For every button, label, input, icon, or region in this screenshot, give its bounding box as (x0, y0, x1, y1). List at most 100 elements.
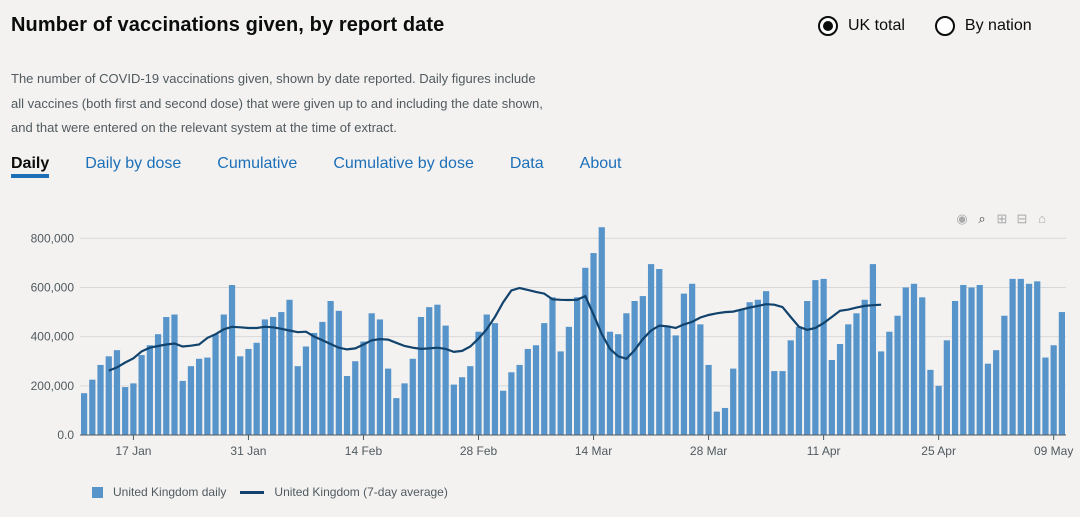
daily-bar[interactable] (385, 368, 392, 435)
legend-item-daily[interactable]: United Kingdom daily (92, 485, 226, 499)
daily-bar[interactable] (754, 299, 761, 435)
daily-bar[interactable] (549, 297, 556, 435)
daily-bar[interactable] (122, 387, 129, 435)
camera-icon[interactable]: ◉ (956, 211, 968, 226)
daily-bar[interactable] (935, 385, 942, 435)
daily-bar[interactable] (993, 350, 1000, 435)
daily-bar[interactable] (894, 315, 901, 435)
daily-bar[interactable] (845, 324, 852, 435)
daily-bar[interactable] (278, 312, 285, 435)
daily-bar[interactable] (787, 340, 794, 435)
daily-bar[interactable] (590, 253, 597, 435)
daily-bar[interactable] (951, 300, 959, 435)
daily-bar[interactable] (269, 316, 277, 435)
daily-bar[interactable] (294, 366, 301, 435)
daily-bar[interactable] (130, 383, 137, 435)
daily-bar[interactable] (878, 351, 885, 435)
radio-uk-total[interactable]: UK total (818, 16, 905, 36)
tab-data[interactable]: Data (509, 155, 544, 172)
daily-bar[interactable] (943, 340, 950, 435)
daily-bar[interactable] (672, 335, 679, 435)
daily-bar[interactable] (187, 366, 195, 435)
home-icon[interactable]: ⌂ (1038, 211, 1046, 226)
daily-bar[interactable] (664, 326, 671, 435)
radio-unchecked-icon[interactable] (934, 16, 955, 36)
daily-bar[interactable] (146, 345, 153, 435)
daily-bar[interactable] (976, 285, 983, 435)
daily-bar[interactable] (656, 269, 663, 435)
daily-bar[interactable] (245, 348, 252, 435)
daily-bar[interactable] (582, 267, 589, 435)
daily-bar[interactable] (984, 363, 992, 435)
daily-bar[interactable] (500, 390, 507, 435)
daily-bar[interactable] (171, 314, 178, 435)
daily-bar[interactable] (713, 411, 720, 435)
legend-item-average[interactable]: United Kingdom (7-day average) (240, 485, 448, 499)
daily-bar[interactable] (738, 309, 745, 435)
zoom-out-icon[interactable]: ⊟ (1016, 211, 1028, 226)
daily-bar[interactable] (960, 285, 967, 435)
daily-bar[interactable] (286, 299, 293, 435)
daily-bar[interactable] (360, 341, 367, 435)
daily-bar[interactable] (1025, 283, 1033, 435)
daily-bar[interactable] (179, 380, 186, 435)
daily-bar[interactable] (927, 369, 934, 435)
daily-bar[interactable] (220, 314, 227, 435)
daily-bar[interactable] (828, 360, 835, 435)
daily-bar[interactable] (335, 310, 342, 435)
daily-bar[interactable] (565, 326, 572, 435)
zoom-icon[interactable]: ⌕ (978, 211, 986, 226)
daily-bar[interactable] (409, 358, 416, 435)
daily-bar[interactable] (574, 297, 581, 435)
daily-bar[interactable] (237, 356, 244, 435)
daily-bar[interactable] (253, 342, 260, 435)
daily-bar[interactable] (228, 285, 236, 435)
daily-bar[interactable] (368, 313, 375, 435)
daily-bar[interactable] (1009, 278, 1016, 435)
daily-bar[interactable] (302, 346, 310, 435)
daily-bar[interactable] (163, 316, 170, 435)
daily-bar[interactable] (508, 372, 515, 435)
daily-bar[interactable] (426, 307, 433, 435)
daily-bar[interactable] (680, 293, 688, 435)
radio-checked-icon[interactable] (818, 16, 838, 36)
daily-bar[interactable] (532, 345, 540, 435)
daily-bar[interactable] (327, 300, 334, 435)
daily-bar[interactable] (196, 358, 203, 435)
daily-bar[interactable] (795, 326, 803, 435)
daily-bar[interactable] (647, 264, 655, 435)
daily-bar[interactable] (113, 350, 121, 435)
daily-bar[interactable] (910, 283, 918, 435)
daily-bar[interactable] (467, 366, 474, 435)
daily-bar[interactable] (820, 278, 827, 435)
zoom-in-icon[interactable]: ⊞ (996, 211, 1008, 226)
daily-bar[interactable] (524, 348, 531, 435)
daily-bar[interactable] (853, 313, 860, 435)
radio-by-nation[interactable]: By nation (934, 16, 1032, 36)
daily-bar[interactable] (154, 334, 162, 435)
tab-daily-by-dose[interactable]: Daily by dose (85, 155, 182, 172)
daily-bar[interactable] (779, 371, 786, 435)
daily-bar[interactable] (886, 331, 893, 435)
daily-bar[interactable] (319, 321, 326, 435)
daily-bar[interactable] (541, 323, 548, 435)
daily-bar[interactable] (204, 357, 211, 435)
daily-bar[interactable] (902, 287, 909, 435)
daily-bar[interactable] (606, 331, 614, 435)
daily-bar[interactable] (812, 280, 819, 435)
daily-bar[interactable] (475, 331, 482, 435)
daily-bar[interactable] (598, 227, 605, 435)
tab-about[interactable]: About (579, 155, 622, 172)
daily-bar[interactable] (311, 332, 318, 435)
daily-bar[interactable] (631, 300, 638, 435)
daily-bar[interactable] (1058, 312, 1065, 435)
daily-bar[interactable] (352, 361, 359, 435)
daily-bar[interactable] (705, 364, 712, 435)
daily-bar[interactable] (434, 304, 441, 435)
daily-bar[interactable] (393, 398, 400, 435)
daily-bar[interactable] (721, 407, 729, 435)
daily-bar[interactable] (1050, 345, 1057, 435)
daily-bar[interactable] (261, 319, 268, 435)
daily-bar[interactable] (442, 325, 449, 435)
daily-bar[interactable] (417, 316, 425, 435)
